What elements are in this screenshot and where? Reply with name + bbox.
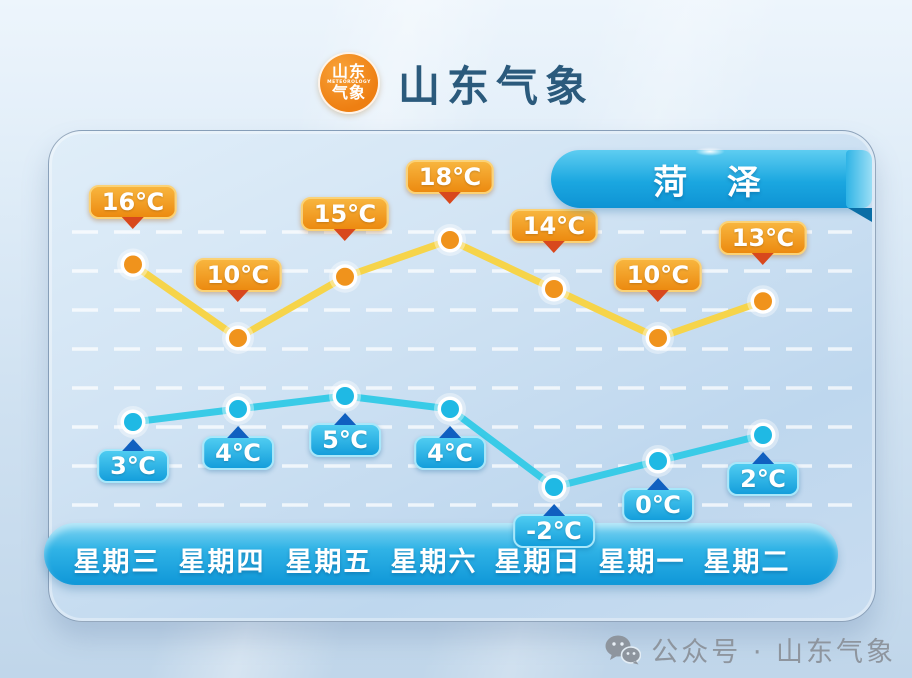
logo-text-bottom: 气象	[331, 83, 366, 103]
footer-text: 公众号 · 山东气象	[651, 637, 896, 668]
city-ribbon: 菏 泽	[551, 147, 872, 222]
shandong-meteorology-logo-icon: 山东 METEOROLOGY 气象	[317, 52, 380, 114]
app-header: 山东 METEOROLOGY 气象 山东气象	[0, 52, 912, 114]
city-name: 菏 泽	[653, 162, 775, 203]
page-title: 山东气象	[397, 61, 594, 111]
ribbon-fold-shadow	[848, 208, 872, 222]
logo-text-top: 山东	[331, 61, 366, 81]
weekday-bar	[44, 523, 838, 585]
footer: 公众号 · 山东气象	[605, 630, 896, 669]
logo-text-middle: METEOROLOGY	[327, 79, 371, 85]
wechat-icon	[605, 635, 642, 664]
ribbon-fold-cap	[846, 150, 872, 208]
